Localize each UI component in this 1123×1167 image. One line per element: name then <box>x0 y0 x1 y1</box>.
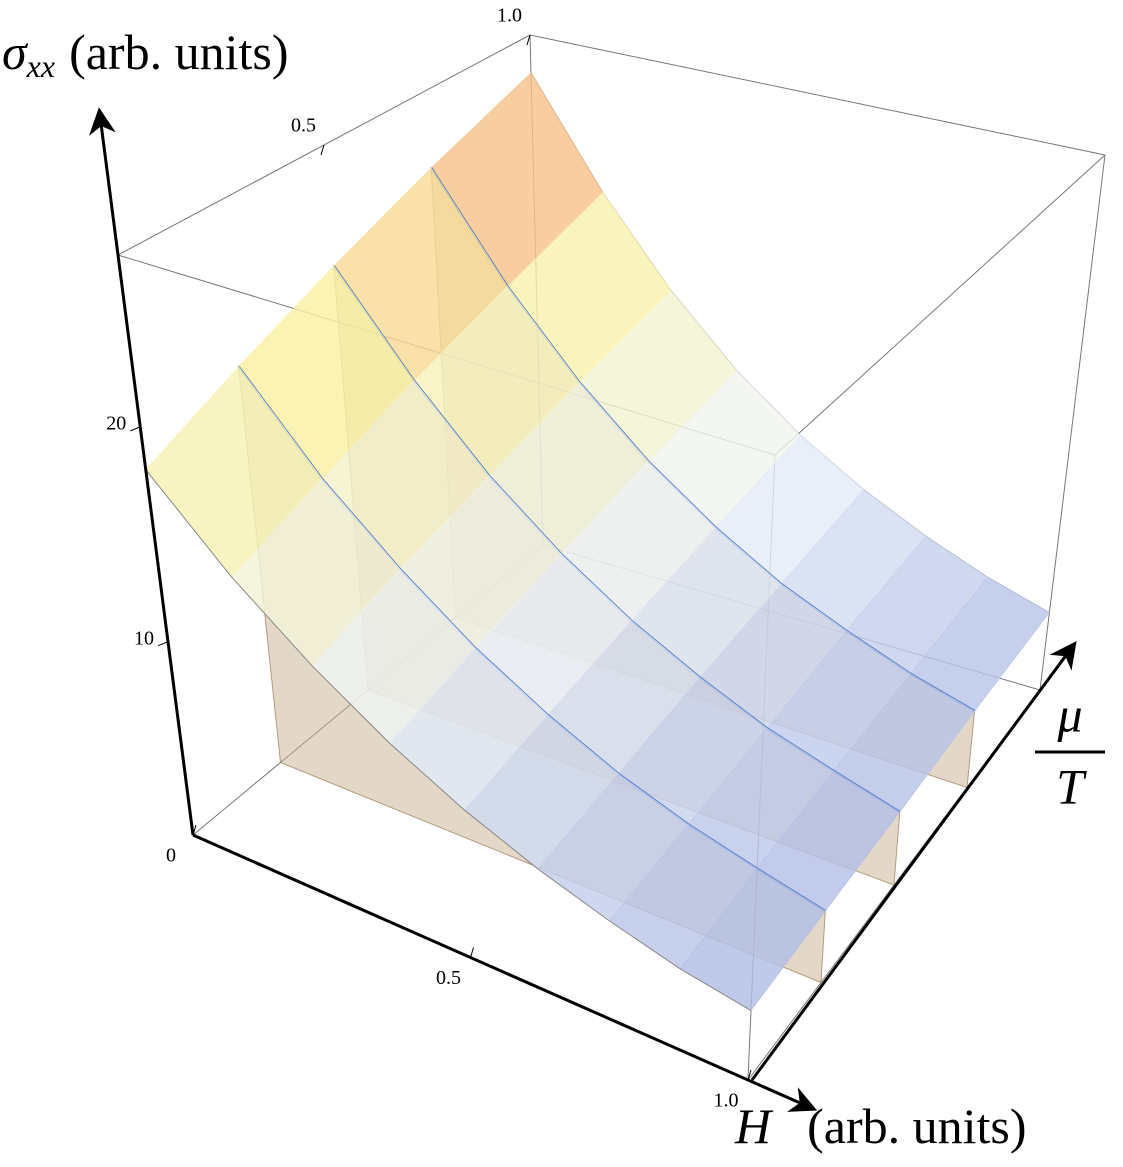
x-tick-label: 0 <box>166 845 176 867</box>
x-tick <box>470 947 474 958</box>
x-tick <box>192 824 197 836</box>
z-tick <box>130 426 141 432</box>
slice-curve <box>145 469 752 1012</box>
x-tick <box>747 1069 752 1081</box>
z-axis-label: σxx (arb. units) <box>2 24 288 84</box>
box-edge <box>529 34 1106 156</box>
y-label-numerator: μ <box>1056 686 1082 742</box>
box-edge <box>1039 154 1106 691</box>
y-axis-label: μ T <box>1035 686 1105 814</box>
y-label-denominator: T <box>1056 758 1087 814</box>
box-edge <box>774 154 1106 456</box>
y-axis <box>750 641 1077 1081</box>
z-tick-label: 10 <box>134 627 154 649</box>
y-tick <box>526 34 531 46</box>
surface <box>145 72 1050 1012</box>
x-axis <box>192 833 818 1112</box>
y-tick-label: 0.5 <box>291 115 316 137</box>
y-tick-label: 1.0 <box>497 5 522 27</box>
z-tick-label: 20 <box>106 412 126 434</box>
x-tick-label: 1.0 <box>714 1090 739 1112</box>
axes: 10 20 0 0.5 1.0 0.5 1.0 <box>88 5 1077 1112</box>
z-axis <box>88 107 195 836</box>
z-tick <box>157 641 169 647</box>
x-tick-label: 0.5 <box>436 967 461 989</box>
y-tick <box>320 144 325 156</box>
x-axis-label: H (arb. units) <box>734 1098 1027 1154</box>
